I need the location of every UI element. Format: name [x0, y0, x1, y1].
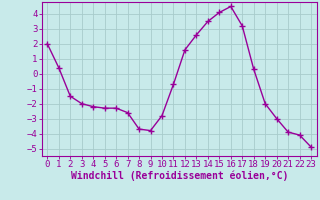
- X-axis label: Windchill (Refroidissement éolien,°C): Windchill (Refroidissement éolien,°C): [70, 171, 288, 181]
